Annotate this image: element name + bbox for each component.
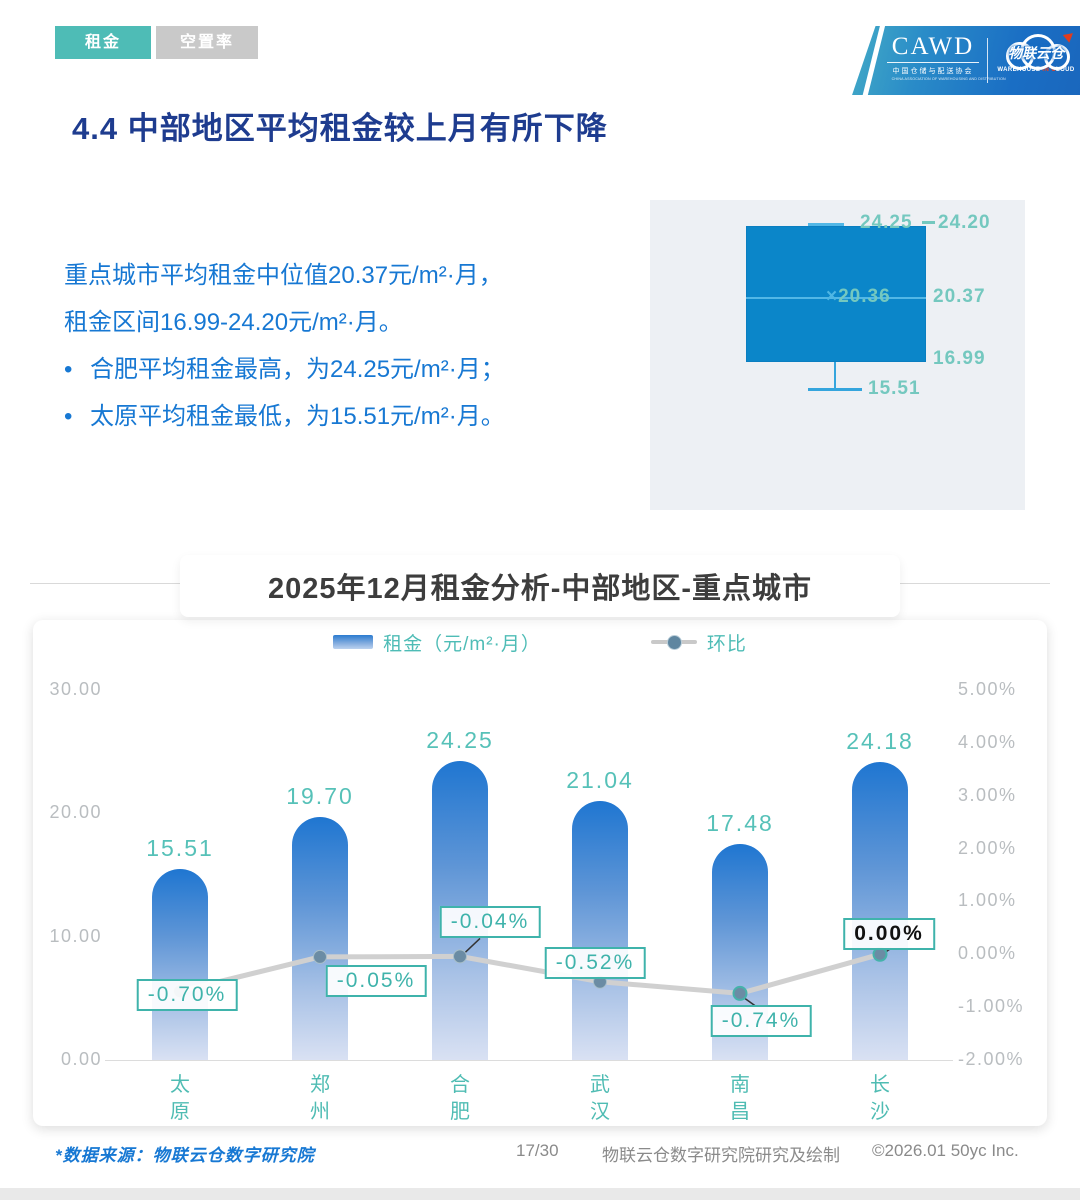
summary-line: 重点城市平均租金中位值20.37元/m²·月， bbox=[64, 262, 503, 289]
boxplot-median-label: 20.37 bbox=[933, 286, 986, 307]
boxplot-mean-label: ×20.36 bbox=[826, 286, 891, 307]
boxplot-median-line bbox=[746, 297, 926, 299]
rent-bar-value-label: 15.51 bbox=[146, 834, 214, 861]
boxplot-max-label: 24.25 bbox=[860, 212, 913, 233]
summary-text: 重点城市平均租金中位值20.37元/m²·月， 租金区间16.99-24.20元… bbox=[64, 252, 654, 440]
right-axis-tick: 1.00% bbox=[958, 890, 1017, 911]
rent-bar-value-label: 24.18 bbox=[846, 727, 914, 754]
tab-vacancy[interactable]: 空置率 bbox=[156, 26, 258, 59]
cloud-logo-chinese: 物联云仓 bbox=[1008, 45, 1064, 61]
rent-bar bbox=[152, 868, 208, 1060]
mom-value-label: -0.74% bbox=[710, 1005, 812, 1038]
cawd-chinese-name: 中国仓储与配送协会 bbox=[892, 68, 974, 75]
legend-mom-label: 环比 bbox=[706, 633, 747, 655]
banner-slash-decoration bbox=[861, 26, 886, 95]
left-axis-tick: 0.00 bbox=[60, 1049, 102, 1069]
city-axis-label: 武 汉 bbox=[590, 1074, 610, 1123]
rent-bar-value-label: 24.25 bbox=[426, 726, 494, 753]
mom-value-label: -0.70% bbox=[136, 979, 238, 1012]
mom-value-label: -0.04% bbox=[439, 906, 541, 939]
boxplot-panel: 24.25 24.20 ×20.36 20.37 16.99 15.51 bbox=[650, 200, 1025, 510]
city-axis-label: 郑 州 bbox=[310, 1074, 330, 1123]
legend-item-rent[interactable]: 租金（元/m²·月） bbox=[333, 629, 541, 656]
credit-note: 物联云仓数字研究院研究及绘制 bbox=[602, 1146, 840, 1165]
bottom-strip bbox=[0, 1188, 1080, 1200]
boxplot-min-whisker bbox=[834, 362, 836, 390]
summary-bullet: • 合肥平均租金最高，为24.25元/m²·月； bbox=[64, 356, 505, 383]
mom-value-label: 0.00% bbox=[843, 918, 935, 951]
right-axis-tick: 2.00% bbox=[958, 837, 1017, 858]
boxplot-q1-label: 16.99 bbox=[933, 348, 986, 369]
legend-item-mom[interactable]: 环比 bbox=[650, 629, 747, 656]
right-axis-tick: 5.00% bbox=[958, 679, 1017, 699]
rent-bar bbox=[852, 761, 908, 1060]
cloud-logo-english: WAREHOUSE IN CLOUD bbox=[997, 67, 1075, 73]
boxplot-min-label: 15.51 bbox=[868, 378, 921, 399]
left-axis-tick: 30.00 bbox=[49, 679, 102, 699]
summary-bullet: • 太原平均租金最低，为15.51元/m²·月。 bbox=[64, 403, 505, 430]
cawd-logo: CAWD 中国仓储与配送协会 CHINA ASSOCIATION OF WARE… bbox=[887, 33, 1006, 81]
city-axis-label: 南 昌 bbox=[730, 1074, 750, 1123]
right-axis-tick: 4.00% bbox=[958, 731, 1017, 752]
right-axis-tick: 3.00% bbox=[958, 784, 1017, 805]
right-axis-tick: -1.00% bbox=[958, 996, 1025, 1017]
right-axis-tick: -2.00% bbox=[958, 1049, 1025, 1069]
boxplot-q3-label: 24.20 bbox=[938, 212, 991, 233]
tab-rent[interactable]: 租金 bbox=[55, 26, 151, 59]
left-axis-tick: 20.00 bbox=[49, 802, 102, 823]
cawd-wordmark: CAWD bbox=[887, 33, 979, 63]
boxplot-label-dash bbox=[922, 221, 935, 224]
rent-bar-swatch-icon bbox=[333, 635, 374, 649]
rent-bar-value-label: 21.04 bbox=[566, 766, 634, 793]
page-number: 17/30 bbox=[516, 1141, 559, 1160]
cawd-english-name: CHINA ASSOCIATION OF WAREHOUSING AND DIS… bbox=[891, 76, 1006, 81]
chart-title: 2025年12月租金分析-中部地区-重点城市 bbox=[180, 555, 900, 617]
logo-divider bbox=[987, 38, 988, 83]
header-logo-banner: CAWD 中国仓储与配送协会 CHINA ASSOCIATION OF WARE… bbox=[852, 26, 1080, 95]
mom-line-swatch-icon bbox=[650, 635, 697, 650]
mom-value-label: -0.52% bbox=[544, 946, 646, 979]
rent-bar-value-label: 19.70 bbox=[286, 783, 354, 810]
left-axis-tick: 10.00 bbox=[49, 925, 102, 946]
warehouse-in-cloud-logo: 物联云仓 WAREHOUSE IN CLOUD bbox=[995, 29, 1077, 73]
cloud-icon: 物联云仓 bbox=[1004, 29, 1077, 70]
city-axis-label: 太 原 bbox=[170, 1074, 190, 1123]
boxplot-max-whisker-cap bbox=[808, 223, 844, 226]
mom-value-label: -0.05% bbox=[325, 964, 427, 997]
rent-bar bbox=[292, 817, 348, 1060]
page-title: 4.4 中部地区平均租金较上月有所下降 bbox=[72, 111, 608, 146]
boxplot-min-whisker-cap bbox=[808, 388, 862, 391]
right-axis-tick: 0.00% bbox=[958, 943, 1017, 964]
city-axis-label: 长 沙 bbox=[870, 1074, 890, 1123]
chart-legend: 租金（元/m²·月） 环比 bbox=[33, 628, 1047, 656]
rent-bar bbox=[572, 800, 628, 1060]
red-arrow-icon bbox=[1062, 29, 1077, 43]
x-axis-line bbox=[105, 1060, 953, 1061]
summary-line: 租金区间16.99-24.20元/m²·月。 bbox=[64, 309, 403, 336]
city-axis-label: 合 肥 bbox=[450, 1074, 470, 1123]
legend-rent-label: 租金（元/m²·月） bbox=[383, 633, 541, 655]
boxplot-box bbox=[746, 226, 926, 362]
data-source-note: *数据来源：物联云仓数字研究院 bbox=[55, 1146, 315, 1165]
rent-bar-value-label: 17.48 bbox=[706, 810, 774, 837]
copyright-note: ©2026.01 50yc Inc. bbox=[872, 1141, 1019, 1160]
